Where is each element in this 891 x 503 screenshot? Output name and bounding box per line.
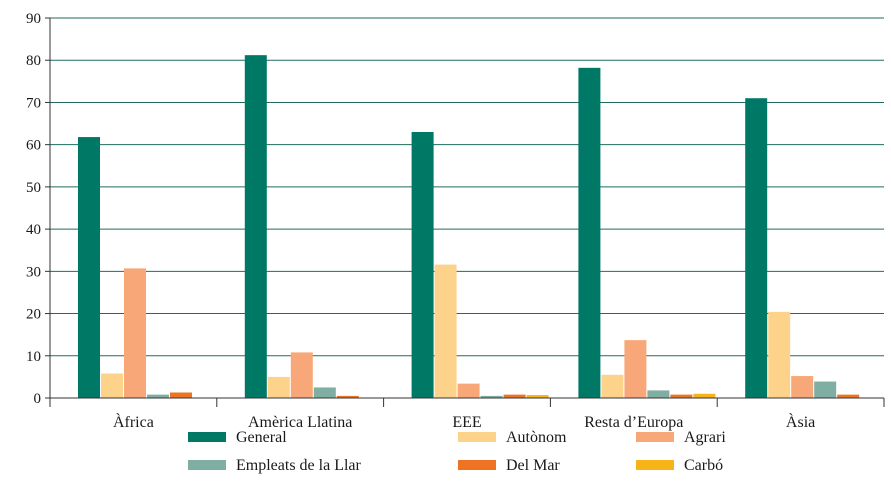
axes	[45, 17, 885, 407]
y-tick-label: 70	[26, 95, 41, 111]
legend-item: General	[188, 429, 287, 446]
legend-swatch	[636, 432, 674, 442]
legend-item: Agrari	[636, 429, 726, 446]
legend-swatch	[188, 432, 226, 442]
legend-item: Carbó	[636, 457, 723, 474]
bar-agrari	[791, 376, 814, 398]
bar-agrari	[624, 340, 647, 398]
legend-swatch	[458, 460, 496, 470]
legend-item: Del Mar	[458, 457, 560, 474]
bar-del-mar	[170, 392, 192, 398]
bar-aut-nom	[768, 311, 791, 398]
bar-general	[78, 137, 100, 399]
y-tick-label: 40	[26, 222, 41, 238]
legend-label: Del Mar	[506, 457, 560, 474]
y-tick-label: 0	[34, 391, 42, 407]
bar-del-mar	[837, 394, 860, 398]
y-tick-label: 20	[26, 307, 41, 323]
grid-lines	[50, 17, 884, 357]
y-tick-label: 90	[26, 11, 41, 27]
legend-label: Carbó	[684, 457, 723, 474]
legend-label: Agrari	[684, 429, 726, 446]
x-category-label: EEE	[452, 414, 481, 431]
legend-swatch	[188, 460, 226, 470]
x-category-labels: Àfrica Amèrica Llatina EEE Resta d’Europa Às…	[113, 412, 815, 431]
bar-empleats-de-la-llar	[647, 390, 670, 398]
bar-general	[745, 98, 768, 398]
legend-item: Empleats de la Llar	[188, 457, 362, 474]
y-tick-label: 60	[26, 138, 41, 154]
bar-empleats-de-la-llar	[480, 395, 503, 398]
bar-del-mar	[336, 395, 359, 398]
legend-swatch	[458, 432, 496, 442]
bar-empleats-de-la-llar	[814, 381, 837, 398]
x-category-label: Àfrica	[113, 412, 154, 431]
y-tick-label: 10	[26, 349, 41, 365]
bar-aut-nom	[601, 374, 624, 398]
bar-del-mar	[503, 394, 526, 398]
bars	[78, 55, 860, 399]
bar-carb-	[526, 395, 549, 398]
legend-label: General	[236, 429, 287, 446]
bar-aut-nom	[267, 376, 290, 398]
legend-item: Autònom	[458, 429, 567, 446]
legend: General Autònom Agrari Empleats de la Llar D…	[188, 429, 726, 474]
bar-empleats-de-la-llar	[147, 394, 169, 398]
x-category-label: Àsia	[786, 412, 815, 431]
bar-general	[578, 67, 601, 399]
bar-agrari	[457, 383, 480, 398]
x-category-label: Amèrica Llatina	[248, 414, 352, 431]
bar-general	[411, 132, 434, 398]
y-tick-label: 80	[26, 53, 41, 69]
bar-empleats-de-la-llar	[313, 387, 336, 398]
y-tick-labels: 0 10 20 30 40 50 60 70 80 90	[26, 11, 41, 407]
bar-agrari	[124, 268, 146, 398]
bar-general	[244, 55, 267, 399]
legend-label: Empleats de la Llar	[236, 457, 362, 474]
legend-label: Autònom	[506, 429, 567, 446]
bar-aut-nom	[434, 264, 457, 398]
bar-carb-	[693, 393, 716, 398]
x-category-label: Resta d’Europa	[584, 414, 683, 431]
bar-agrari	[290, 352, 313, 398]
y-tick-label: 50	[26, 180, 41, 196]
y-tick-label: 30	[26, 264, 41, 280]
bar-aut-nom	[101, 373, 123, 398]
bar-del-mar	[670, 394, 693, 398]
legend-swatch	[636, 460, 674, 470]
